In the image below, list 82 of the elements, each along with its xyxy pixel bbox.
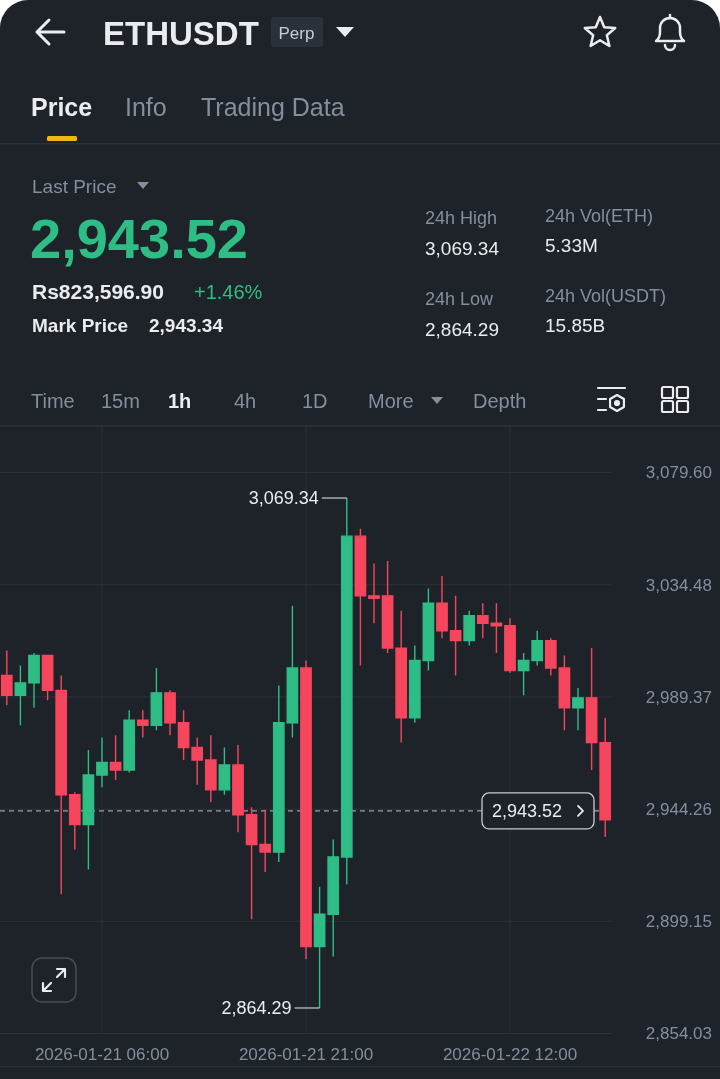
text: 15m [101, 390, 140, 412]
y-tick-label: 2,944.26 [645, 800, 712, 820]
candlestick [109, 734, 122, 781]
text: +1.46% [194, 281, 263, 303]
candlestick [368, 562, 380, 624]
candlestick [232, 744, 244, 833]
candlestick [41, 654, 54, 702]
candlestick [96, 736, 108, 789]
text: More [368, 390, 414, 412]
candlestick [313, 886, 326, 1009]
candlestick [517, 652, 530, 697]
y-tick-label: 2,854.03 [645, 1024, 712, 1044]
text: 1h [168, 390, 192, 412]
text: 15.85B [545, 315, 606, 336]
y-tick-label: 2,989.37 [645, 687, 712, 707]
candlestick [449, 595, 462, 677]
candlestick [463, 610, 476, 647]
candlestick [191, 736, 204, 786]
candlestick [204, 734, 217, 803]
text: Price [31, 93, 93, 121]
candlestick [381, 560, 394, 654]
candlestick [531, 629, 544, 667]
candlestick [599, 717, 612, 838]
x-tick-label: 2026-01-22 12:00 [442, 1045, 578, 1064]
candlestick [218, 746, 231, 796]
y-tick-label: 3,034.48 [645, 575, 712, 595]
candlestick [55, 674, 68, 895]
text: 1D [302, 390, 328, 412]
text: Info [125, 93, 167, 121]
candlestick [558, 654, 571, 731]
candlestick [136, 709, 149, 739]
candlestick [123, 709, 136, 774]
candlestick [395, 610, 408, 744]
candlestick [272, 684, 285, 863]
candlestick [476, 602, 489, 639]
chart-title: ETHUSDT [103, 15, 259, 52]
candlestick [504, 617, 516, 674]
candlestick [28, 652, 40, 709]
candlestick [422, 587, 435, 672]
text: 24h High [425, 208, 498, 228]
candlestick [286, 605, 299, 739]
text: Rs823,596.90 [32, 280, 164, 303]
text: 2,943.34 [149, 315, 224, 336]
candlestick [0, 649, 13, 706]
candlestick [572, 687, 584, 731]
candlestick [354, 528, 367, 667]
text: 3,069.34 [425, 238, 500, 259]
text: Time [31, 390, 75, 412]
candlestick [490, 602, 503, 654]
candlestick [14, 664, 27, 726]
candlestick [327, 838, 340, 958]
text: Trading Data [201, 93, 345, 121]
candlestick [245, 806, 258, 920]
text: 2,864.29 [425, 319, 499, 340]
text: Last Price [32, 176, 117, 197]
text: 5.33M [545, 235, 598, 256]
text: 4h [234, 390, 257, 412]
text: 24h Vol(ETH) [545, 206, 654, 226]
text: Perp [278, 24, 315, 43]
candlestick [340, 497, 353, 886]
x-tick-label: 2026-01-21 06:00 [34, 1045, 170, 1064]
candlestick [436, 575, 448, 639]
candlestick [82, 749, 95, 871]
candlestick [408, 644, 421, 724]
text: Depth [473, 390, 527, 412]
annotation: 2,864.29 [221, 997, 292, 1018]
candlestick [164, 689, 176, 736]
candlestick [544, 637, 557, 677]
text: 2,943.52 [30, 207, 248, 270]
text: 24h Vol(USDT) [545, 286, 667, 306]
candlestick [259, 809, 272, 873]
candlestick [68, 791, 81, 851]
y-tick-label: 3,079.60 [645, 463, 712, 483]
text: Mark Price [32, 315, 129, 336]
candlestick [177, 709, 190, 761]
ref-line-label: 2,943.52 [492, 801, 563, 822]
x-tick-label: 2026-01-21 21:00 [238, 1045, 374, 1064]
annotation: 3,069.34 [248, 488, 319, 509]
text: 24h Low [425, 289, 495, 309]
candlestick [150, 667, 163, 731]
candlestick [585, 647, 598, 771]
y-tick-label: 2,899.15 [645, 912, 712, 932]
